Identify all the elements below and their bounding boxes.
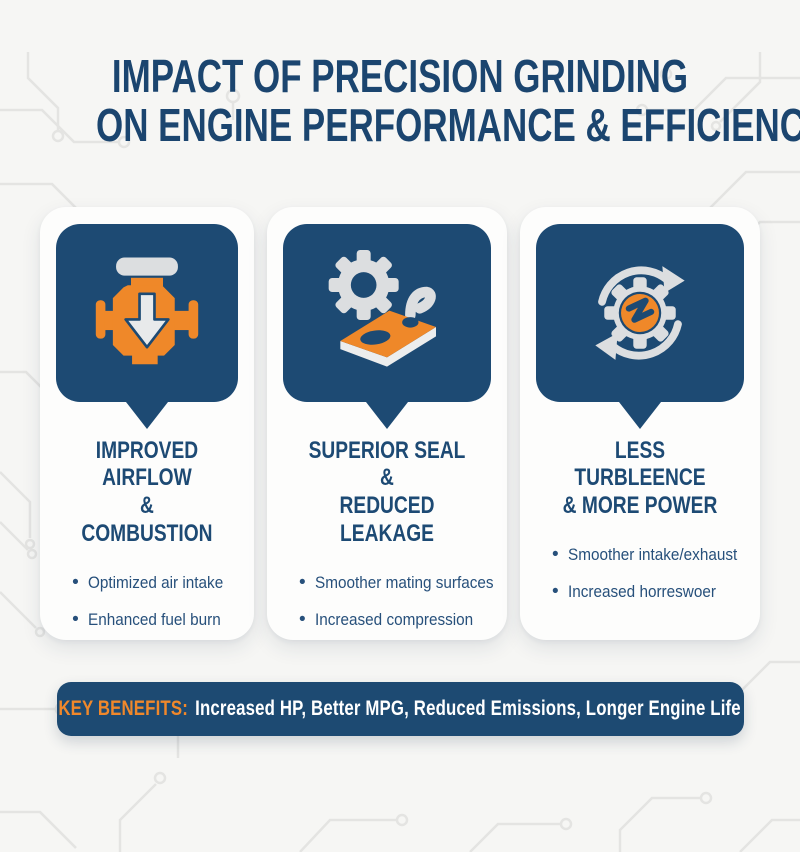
bullet-dot bbox=[552, 543, 559, 567]
bullet-text: Increased compression bbox=[314, 609, 473, 629]
bullet-text: Increased horreswoer bbox=[567, 581, 716, 601]
card-superior-seal: SUPERIOR SEAL & REDUCED LEAKAGE Smoother… bbox=[266, 206, 507, 640]
bullet-dot bbox=[552, 580, 559, 604]
benefit-cards-row: IMPROVED AIRFLOW & COMBUSTION Optimized … bbox=[40, 206, 760, 640]
bullet-list: Smoother intake/exhaust Increased horres… bbox=[536, 544, 744, 605]
bullet-item: Increased compression bbox=[299, 609, 491, 633]
bullet-text: Smoother mating surfaces bbox=[314, 572, 494, 592]
bullet-list: Optimized air intake Enhanced fuel burn bbox=[56, 572, 238, 633]
bullet-dot bbox=[299, 571, 306, 595]
title-line-2: ON ENGINE PERFORMANCE & EFFICIENCY bbox=[96, 98, 800, 151]
speech-tail bbox=[365, 401, 408, 429]
bullet-text: Enhanced fuel burn bbox=[87, 609, 221, 629]
bullet-text: Optimized air intake bbox=[87, 572, 223, 592]
card-heading: LESS TURBLEENCE & MORE POWER bbox=[562, 436, 718, 520]
key-benefits-line: KEY BENEFITS: Increased HP, Better MPG, R… bbox=[59, 697, 742, 721]
key-benefits-label: KEY BENEFITS: bbox=[58, 696, 189, 720]
bullet-dot bbox=[72, 571, 79, 595]
rotating-arrows-gear-bolt-icon bbox=[595, 265, 685, 360]
bullet-item: Optimized air intake bbox=[72, 572, 238, 596]
card-heading: SUPERIOR SEAL & REDUCED LEAKAGE bbox=[308, 436, 466, 547]
engine-check-arrow-icon bbox=[95, 257, 199, 364]
card-less-turbulence: LESS TURBLEENCE & MORE POWER Smoother in… bbox=[519, 206, 760, 640]
bullet-item: Enhanced fuel burn bbox=[72, 609, 238, 633]
card-improved-airflow: IMPROVED AIRFLOW & COMBUSTION Optimized … bbox=[40, 206, 254, 640]
key-benefits-text: Increased HP, Better MPG, Reduced Emissi… bbox=[195, 696, 742, 720]
speech-tail bbox=[618, 401, 661, 429]
infographic-title: IMPACT OF PRECISION GRINDING ON ENGINE P… bbox=[0, 52, 800, 150]
key-benefits-banner: KEY BENEFITS: Increased HP, Better MPG, R… bbox=[56, 681, 744, 736]
speech-tail bbox=[126, 401, 168, 429]
card-heading: IMPROVED AIRFLOW & COMBUSTION bbox=[81, 436, 213, 547]
bullet-dot bbox=[299, 608, 306, 632]
gear-ground-surface-icon bbox=[328, 249, 436, 367]
bullet-item: Increased horreswoer bbox=[552, 581, 744, 605]
icon-tile bbox=[282, 223, 491, 402]
icon-tile bbox=[535, 223, 744, 402]
bullet-list: Smoother mating surfaces Increased compr… bbox=[283, 571, 494, 633]
title-line-1: IMPACT OF PRECISION GRINDING bbox=[111, 50, 689, 102]
bullet-dot bbox=[72, 608, 79, 632]
icon-tile bbox=[56, 223, 238, 402]
bullet-item: Smoother mating surfaces bbox=[299, 571, 494, 596]
bullet-text: Smoother intake/exhaust bbox=[567, 544, 737, 564]
bullet-item: Smoother intake/exhaust bbox=[552, 544, 744, 568]
